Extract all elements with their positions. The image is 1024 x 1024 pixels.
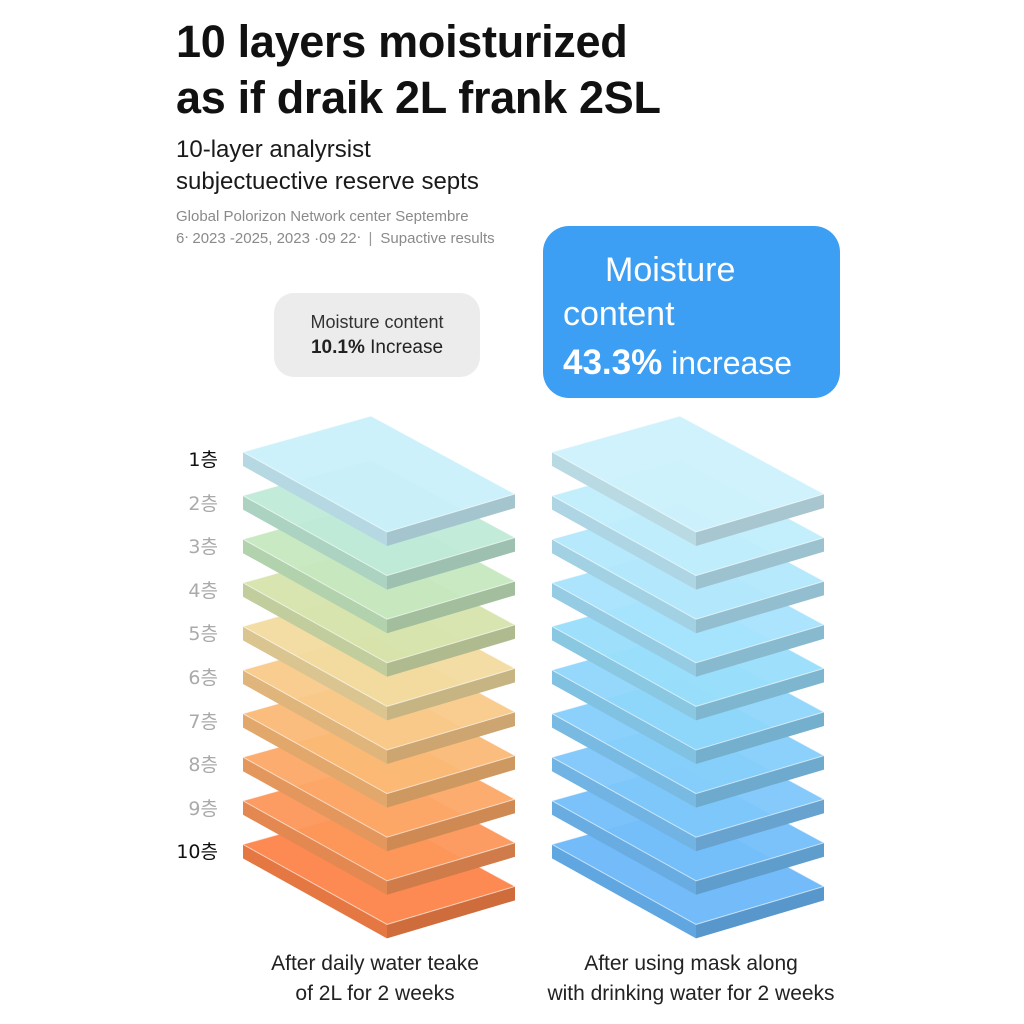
subtitle-line-1: 10-layer analyrsist	[176, 136, 371, 163]
layer-label: 10층	[176, 841, 218, 864]
right-layer-10-side-left	[552, 844, 696, 939]
left-layer-10-side-left	[243, 844, 387, 939]
right-layer-8-side-right	[696, 799, 824, 852]
source-results: Supactive results	[380, 230, 495, 247]
title-line-1: 10 layers moisturized	[176, 16, 628, 67]
right-layer-2-side-right	[696, 537, 824, 590]
moisture-badge-left-label: Moisture content	[310, 312, 444, 332]
left-layer-5-side-left	[243, 626, 387, 721]
right-layer-7-side-left	[552, 713, 696, 808]
right-layer-7-side-right	[696, 755, 824, 808]
right-layer-1-side-right	[696, 494, 824, 546]
layer-label: 9층	[188, 797, 218, 820]
caption-left-line-2: of 2L for 2 weeks	[295, 982, 455, 1005]
layer-label: 6층	[188, 667, 218, 689]
layer-label: 1층	[188, 449, 218, 471]
moisture-badge-left: Moisture content 10.1% Increase	[274, 293, 480, 377]
caption-left: After daily water teake of 2L for 2 week…	[230, 949, 520, 1009]
moisture-badge-right-suffix: increase	[671, 345, 793, 381]
right-layer-8-side-left	[552, 757, 696, 852]
moisture-badge-right-label-line-2: content	[563, 295, 675, 333]
right-layer-5-side-left	[552, 626, 696, 721]
left-layer-9-side-right	[387, 842, 515, 895]
subtitle-line-2: subjectuective reserve septs	[176, 168, 479, 195]
moisture-badge-left-value-row: 10.1% Increase	[274, 335, 480, 361]
source-note: Global Polorizon Network center Septembr…	[176, 206, 596, 250]
source-date: 6ᐧ 2023 -2025, 2023 ·09 22ᐧ	[176, 230, 361, 247]
right-layer-3-side-right	[696, 581, 824, 634]
caption-left-line-1: After daily water teake	[271, 952, 479, 975]
source-line-2: 6ᐧ 2023 -2025, 2023 ·09 22ᐧ | Supactive re…	[176, 228, 596, 250]
left-layer-8-side-right	[387, 799, 515, 852]
right-layer-10-side-right	[696, 886, 824, 939]
left-layer-3-side-right	[387, 581, 515, 634]
left-layer-4-side-right	[387, 624, 515, 677]
right-layer-6-side-left	[552, 670, 696, 764]
layer-label: 3층	[188, 536, 218, 559]
title-line-2: as if draik 2L frank 2SL	[176, 72, 661, 123]
right-layer-9-side-left	[552, 800, 696, 895]
layer-label: 8층	[188, 754, 218, 777]
layer-label: 7층	[188, 710, 218, 733]
left-layer-8-side-left	[243, 757, 387, 852]
caption-right: After using mask along with drinking wat…	[520, 949, 862, 1009]
moisture-badge-left-value: 10.1%	[310, 337, 365, 358]
layer-label: 2층	[188, 492, 218, 515]
left-layer-1-face	[241, 415, 517, 533]
right-layer-9-side-right	[696, 842, 824, 895]
moisture-badge-right-label: Moisture content	[563, 248, 840, 336]
left-layer-7-side-left	[243, 713, 387, 808]
left-layer-10-side-right	[387, 886, 515, 939]
left-layer-stack	[241, 415, 517, 939]
left-layer-6-side-right	[387, 712, 515, 764]
left-layer-9-side-left	[243, 800, 387, 895]
left-layer-7-side-right	[387, 755, 515, 808]
layer-label: 4층	[188, 579, 218, 602]
moisture-badge-left-suffix: Increase	[370, 337, 444, 358]
right-layer-1-side-left	[552, 452, 696, 546]
moisture-badge-right-label-line-1: Moisture	[605, 251, 736, 289]
left-layer-4-side-left	[243, 582, 387, 677]
caption-right-line-1: After using mask along	[584, 952, 798, 975]
right-layer-6-side-right	[696, 712, 824, 764]
left-layer-2-side-right	[387, 537, 515, 590]
left-layer-1-side-left	[243, 452, 387, 546]
right-layer-1-face	[550, 415, 826, 533]
moisture-badge-right-value-row: 43.3% increase	[563, 338, 840, 388]
right-layer-stack	[550, 415, 826, 939]
left-layer-5-side-right	[387, 668, 515, 721]
right-layer-2-side-left	[552, 495, 696, 590]
right-layer-4-side-left	[552, 582, 696, 677]
right-layer-4-side-right	[696, 624, 824, 677]
left-layer-1	[241, 415, 517, 546]
right-layer-1	[550, 415, 826, 546]
right-layer-3-side-left	[552, 539, 696, 634]
left-layer-3-side-left	[243, 539, 387, 634]
layer-label-column: 1층 2층 3층 4층 5층 6층 7층 8층 9층 10층	[150, 0, 230, 1024]
source-line-1: Global Polorizon Network center Septembr…	[176, 208, 469, 225]
caption-right-line-2: with drinking water for 2 weeks	[547, 982, 835, 1005]
left-layer-2-side-left	[243, 495, 387, 590]
left-layer-6-side-left	[243, 670, 387, 764]
page-title: 10 layers moisturized as if draik 2L fra…	[176, 14, 796, 126]
source-separator: |	[368, 230, 373, 247]
right-layer-5-side-right	[696, 668, 824, 721]
subtitle: 10-layer analyrsist subjectuective reser…	[176, 134, 696, 198]
layer-label: 5층	[188, 623, 218, 646]
moisture-badge-right-value: 43.3%	[563, 343, 663, 382]
moisture-badge-right: Moisture content 43.3% increase	[543, 226, 840, 398]
left-layer-1-side-right	[387, 494, 515, 546]
